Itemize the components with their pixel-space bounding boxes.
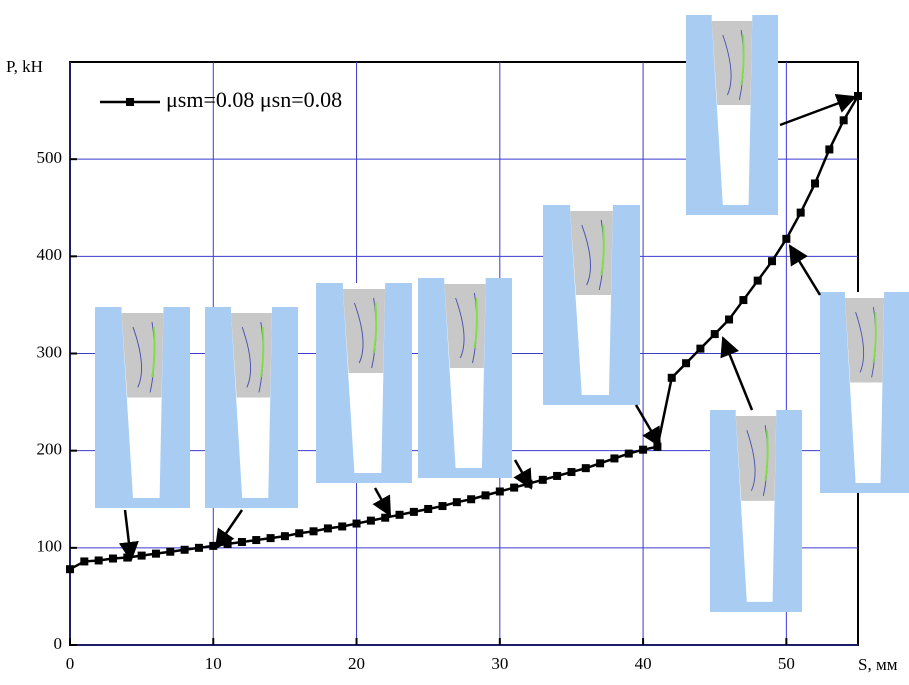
data-point bbox=[553, 472, 561, 480]
y-tick-label: 200 bbox=[37, 440, 63, 459]
data-point bbox=[682, 359, 690, 367]
data-point bbox=[539, 476, 547, 484]
data-point bbox=[453, 498, 461, 506]
data-point bbox=[138, 552, 146, 560]
data-point bbox=[811, 179, 819, 187]
data-point bbox=[625, 450, 633, 458]
x-tick-label: 30 bbox=[491, 654, 508, 673]
data-point bbox=[295, 529, 303, 537]
data-point bbox=[711, 330, 719, 338]
data-point bbox=[854, 92, 862, 100]
data-point bbox=[639, 446, 647, 454]
data-point bbox=[281, 532, 289, 540]
data-point bbox=[653, 443, 661, 451]
data-point bbox=[181, 546, 189, 554]
data-point bbox=[467, 495, 475, 503]
data-point bbox=[367, 517, 375, 525]
y-tick-label: 100 bbox=[37, 537, 63, 556]
data-point bbox=[481, 491, 489, 499]
y-tick-label: 500 bbox=[37, 148, 63, 167]
data-point bbox=[109, 555, 117, 563]
x-tick-label: 50 bbox=[778, 654, 795, 673]
data-point bbox=[668, 374, 676, 382]
x-axis-label: S, мм bbox=[858, 655, 898, 674]
data-point bbox=[338, 522, 346, 530]
data-point bbox=[224, 540, 232, 548]
data-point bbox=[381, 514, 389, 522]
data-point bbox=[524, 480, 532, 488]
data-point bbox=[209, 542, 217, 550]
data-point bbox=[610, 454, 618, 462]
x-tick-label: 20 bbox=[348, 654, 365, 673]
data-point bbox=[510, 484, 518, 492]
data-point bbox=[66, 565, 74, 573]
x-tick-label: 40 bbox=[635, 654, 652, 673]
data-point bbox=[195, 544, 203, 552]
y-tick-label: 300 bbox=[37, 342, 63, 361]
legend-marker bbox=[126, 98, 134, 106]
legend-label: μsm=0.08 μsn=0.08 bbox=[166, 87, 342, 112]
data-point bbox=[782, 235, 790, 243]
x-tick-label: 10 bbox=[205, 654, 222, 673]
data-point bbox=[410, 508, 418, 516]
data-point bbox=[496, 487, 504, 495]
y-tick-label: 400 bbox=[37, 245, 63, 264]
data-point bbox=[80, 557, 88, 565]
data-point bbox=[754, 277, 762, 285]
data-point bbox=[596, 459, 604, 467]
data-point bbox=[396, 511, 404, 519]
data-point bbox=[238, 538, 246, 546]
data-point bbox=[310, 527, 318, 535]
data-point bbox=[267, 534, 275, 542]
data-point bbox=[567, 468, 575, 476]
data-point bbox=[739, 296, 747, 304]
data-point bbox=[252, 536, 260, 544]
y-axis-label: P, kH bbox=[6, 57, 43, 76]
data-point bbox=[840, 116, 848, 124]
chart: P, kH S, мм 0 100 200 300 400 500 0 10 20 30 40 50 μ… bbox=[0, 0, 909, 680]
data-point bbox=[95, 556, 103, 564]
data-point bbox=[152, 550, 160, 558]
data-point bbox=[725, 315, 733, 323]
data-point bbox=[166, 548, 174, 556]
data-point bbox=[353, 520, 361, 528]
data-point bbox=[768, 257, 776, 265]
data-point bbox=[797, 209, 805, 217]
data-point bbox=[123, 554, 131, 562]
data-point bbox=[324, 524, 332, 532]
data-point bbox=[582, 464, 590, 472]
data-point bbox=[424, 505, 432, 513]
y-tick-label: 0 bbox=[54, 634, 63, 653]
data-point bbox=[696, 345, 704, 353]
data-point bbox=[825, 145, 833, 153]
x-tick-label: 0 bbox=[66, 654, 75, 673]
data-point bbox=[439, 502, 447, 510]
